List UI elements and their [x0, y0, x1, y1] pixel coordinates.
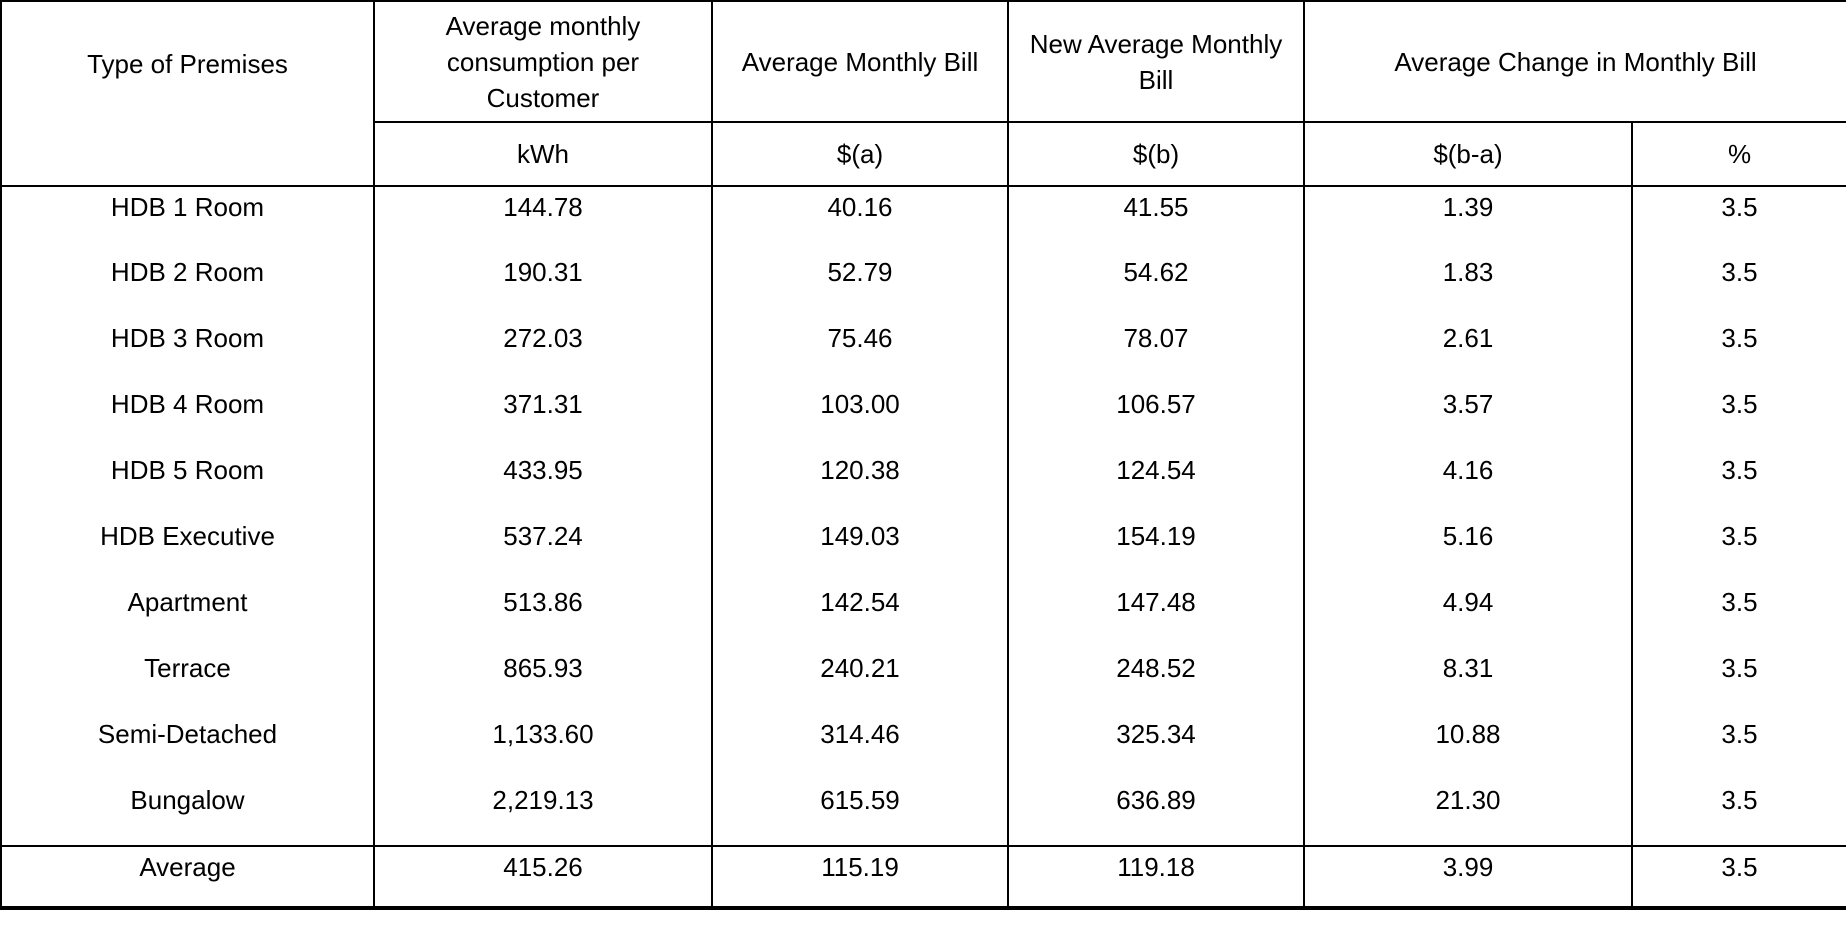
- col-header-new-avg-bill: New Average Monthly Bill: [1007, 0, 1305, 123]
- premises-cell: HDB 3 Room: [0, 318, 375, 384]
- value-cell: 154.19: [1007, 516, 1305, 582]
- value-cell: 1.39: [1303, 186, 1633, 252]
- premises-cell: Bungalow: [0, 780, 375, 846]
- premises-cell: Semi-Detached: [0, 714, 375, 780]
- unit-dollar-b-minus-a: $(b-a): [1303, 121, 1633, 187]
- table-row: Bungalow 2,219.13 615.59 636.89 21.30 3.5: [0, 780, 1846, 846]
- value-cell: 40.16: [711, 186, 1009, 252]
- value-cell: 513.86: [373, 582, 713, 648]
- value-cell: 4.16: [1303, 450, 1633, 516]
- value-cell: 1,133.60: [373, 714, 713, 780]
- value-cell: 10.88: [1303, 714, 1633, 780]
- value-cell: 3.99: [1303, 845, 1633, 908]
- premises-cell: HDB 5 Room: [0, 450, 375, 516]
- col-header-consumption: Average monthly consumption per Customer: [373, 0, 713, 123]
- value-cell: 75.46: [711, 318, 1009, 384]
- value-cell: 54.62: [1007, 252, 1305, 318]
- premises-cell: HDB 4 Room: [0, 384, 375, 450]
- value-cell: 4.94: [1303, 582, 1633, 648]
- col-header-avg-bill: Average Monthly Bill: [711, 0, 1009, 123]
- value-cell: 3.5: [1630, 714, 1846, 780]
- table-row: HDB Executive 537.24 149.03 154.19 5.16 3.5: [0, 516, 1846, 582]
- table-row: HDB 2 Room 190.31 52.79 54.62 1.83 3.5: [0, 252, 1846, 318]
- value-cell: 119.18: [1007, 845, 1305, 908]
- value-cell: 3.57: [1303, 384, 1633, 450]
- value-cell: 3.5: [1630, 648, 1846, 714]
- value-cell: 2,219.13: [373, 780, 713, 846]
- col-header-label: Average Change in Monthly Bill: [1394, 46, 1757, 77]
- value-cell: 3.5: [1630, 845, 1846, 908]
- value-cell: 865.93: [373, 648, 713, 714]
- unit-dollar-b: $(b): [1007, 121, 1305, 187]
- table-header: Type of Premises Average monthly consump…: [0, 0, 1846, 187]
- value-cell: 41.55: [1007, 186, 1305, 252]
- value-cell: 3.5: [1630, 318, 1846, 384]
- value-cell: 371.31: [373, 384, 713, 450]
- value-cell: 149.03: [711, 516, 1009, 582]
- value-cell: 8.31: [1303, 648, 1633, 714]
- value-cell: 615.59: [711, 780, 1009, 846]
- col-header-label: Average Monthly Bill: [741, 46, 979, 77]
- value-cell: 3.5: [1630, 516, 1846, 582]
- col-header-type-of-premises: Type of Premises: [0, 0, 375, 187]
- value-cell: 144.78: [373, 186, 713, 252]
- col-header-label: Average monthly consumption per Customer: [445, 10, 641, 113]
- table-row: HDB 1 Room 144.78 40.16 41.55 1.39 3.5: [0, 186, 1846, 252]
- header-row-titles: Type of Premises Average monthly consump…: [0, 0, 1846, 187]
- unit-dollar-a: $(a): [711, 121, 1009, 187]
- col-header-label: New Average Monthly Bill: [1029, 28, 1283, 95]
- value-cell: 190.31: [373, 252, 713, 318]
- value-cell: 248.52: [1007, 648, 1305, 714]
- premises-cell: HDB Executive: [0, 516, 375, 582]
- table-row: HDB 3 Room 272.03 75.46 78.07 2.61 3.5: [0, 318, 1846, 384]
- value-cell: 5.16: [1303, 516, 1633, 582]
- value-cell: 433.95: [373, 450, 713, 516]
- value-cell: 3.5: [1630, 582, 1846, 648]
- col-header-change-group: Average Change in Monthly Bill: [1302, 0, 1846, 123]
- value-cell: 52.79: [711, 252, 1009, 318]
- premises-cell: HDB 1 Room: [0, 186, 375, 252]
- unit-kwh: kWh: [373, 121, 713, 187]
- value-cell: 1.83: [1303, 252, 1633, 318]
- value-cell: 3.5: [1630, 252, 1846, 318]
- value-cell: 147.48: [1007, 582, 1305, 648]
- premises-cell: Terrace: [0, 648, 375, 714]
- value-cell: 325.34: [1007, 714, 1305, 780]
- premises-cell: HDB 2 Room: [0, 252, 375, 318]
- value-cell: 3.5: [1630, 780, 1846, 846]
- col-header-label: Type of Premises: [87, 49, 288, 79]
- value-cell: 142.54: [711, 582, 1009, 648]
- table-average-section: Average 415.26 115.19 119.18 3.99 3.5: [0, 845, 1846, 908]
- value-cell: 272.03: [373, 318, 713, 384]
- value-cell: 3.5: [1630, 384, 1846, 450]
- value-cell: 3.5: [1630, 186, 1846, 252]
- value-cell: 314.46: [711, 714, 1009, 780]
- value-cell: 3.5: [1630, 450, 1846, 516]
- value-cell: 240.21: [711, 648, 1009, 714]
- unit-percent: %: [1630, 121, 1846, 187]
- value-cell: 120.38: [711, 450, 1009, 516]
- value-cell: 415.26: [373, 845, 713, 908]
- average-row: Average 415.26 115.19 119.18 3.99 3.5: [0, 845, 1846, 908]
- premises-cell: Average: [0, 845, 375, 908]
- table-body: HDB 1 Room 144.78 40.16 41.55 1.39 3.5 HDB 2 R…: [0, 186, 1846, 846]
- value-cell: 21.30: [1303, 780, 1633, 846]
- value-cell: 103.00: [711, 384, 1009, 450]
- value-cell: 115.19: [711, 845, 1009, 908]
- table-row: HDB 4 Room 371.31 103.00 106.57 3.57 3.5: [0, 384, 1846, 450]
- value-cell: 106.57: [1007, 384, 1305, 450]
- table-row: Terrace 865.93 240.21 248.52 8.31 3.5: [0, 648, 1846, 714]
- table-row: Apartment 513.86 142.54 147.48 4.94 3.5: [0, 582, 1846, 648]
- value-cell: 124.54: [1007, 450, 1305, 516]
- value-cell: 636.89: [1007, 780, 1305, 846]
- premises-cell: Apartment: [0, 582, 375, 648]
- table-row: HDB 5 Room 433.95 120.38 124.54 4.16 3.5: [0, 450, 1846, 516]
- header-row-units: kWh $(a) $(b) $(b-a) %: [1, 121, 1846, 187]
- value-cell: 537.24: [373, 516, 713, 582]
- table-row: Semi-Detached 1,133.60 314.46 325.34 10.88 3.…: [0, 714, 1846, 780]
- value-cell: 78.07: [1007, 318, 1305, 384]
- value-cell: 2.61: [1303, 318, 1633, 384]
